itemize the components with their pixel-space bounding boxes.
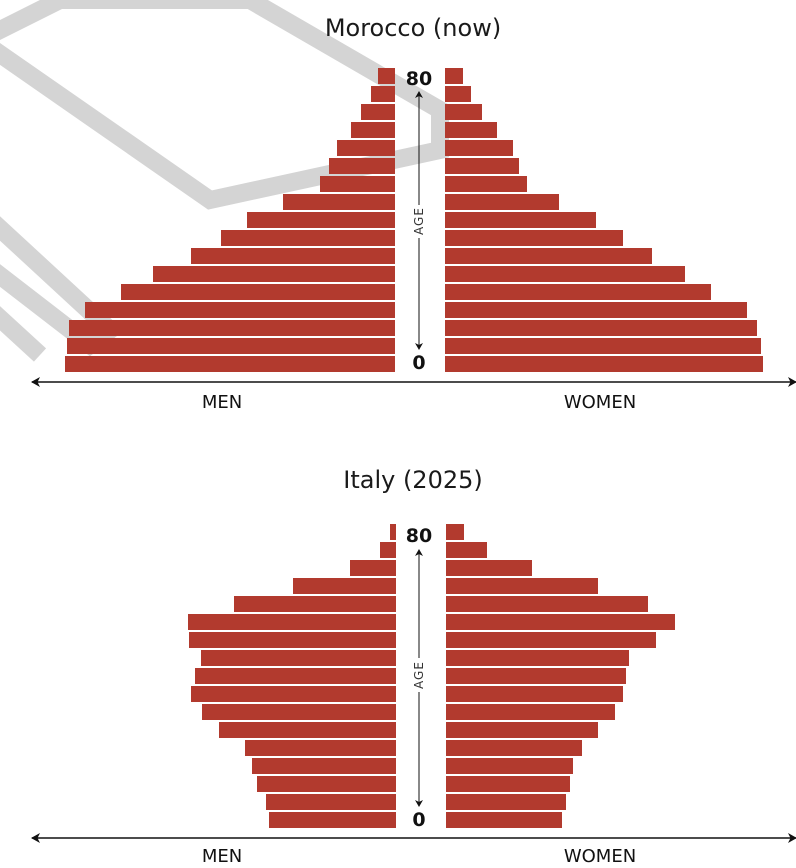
women-bar-age-group-14 — [446, 560, 532, 576]
bars-group — [188, 524, 675, 828]
women-bar-age-group-12 — [445, 140, 513, 156]
women-bar-age-group-10 — [445, 176, 527, 192]
men-bar-age-group-2 — [257, 776, 396, 792]
women-bar-age-group-8 — [445, 212, 596, 228]
men-bar-age-group-13 — [351, 122, 395, 138]
women-bar-age-group-2 — [445, 320, 757, 336]
age-top-label: 80 — [406, 68, 432, 90]
women-bar-age-group-14 — [445, 104, 482, 120]
age-bottom-label: 0 — [412, 352, 425, 374]
men-bar-age-group-7 — [191, 686, 396, 702]
men-bar-age-group-10 — [189, 632, 396, 648]
women-bar-age-group-11 — [446, 614, 675, 630]
women-bar-age-group-9 — [445, 194, 559, 210]
chart-title: Morocco (now) — [325, 14, 501, 42]
women-bar-age-group-15 — [445, 86, 471, 102]
men-bar-age-group-9 — [201, 650, 396, 666]
women-bar-age-group-5 — [446, 722, 598, 738]
women-bar-age-group-15 — [446, 542, 487, 558]
women-label: WOMEN — [564, 846, 636, 867]
men-bar-age-group-15 — [380, 542, 396, 558]
men-bar-age-group-3 — [85, 302, 395, 318]
men-bar-age-group-14 — [361, 104, 395, 120]
women-bar-age-group-7 — [446, 686, 623, 702]
men-bar-age-group-14 — [350, 560, 396, 576]
men-bar-age-group-0 — [65, 356, 395, 372]
men-bar-age-group-11 — [188, 614, 396, 630]
bars-group — [65, 68, 763, 372]
men-bar-age-group-4 — [245, 740, 396, 756]
men-bar-age-group-15 — [371, 86, 395, 102]
women-bar-age-group-12 — [446, 596, 648, 612]
women-bar-age-group-6 — [445, 248, 652, 264]
men-bar-age-group-11 — [329, 158, 395, 174]
men-bar-age-group-5 — [153, 266, 395, 282]
women-bar-age-group-10 — [446, 632, 656, 648]
women-bar-age-group-1 — [446, 794, 566, 810]
men-label: MEN — [202, 392, 242, 413]
women-bar-age-group-4 — [445, 284, 711, 300]
women-bar-age-group-0 — [446, 812, 562, 828]
men-bar-age-group-8 — [247, 212, 395, 228]
women-bar-age-group-4 — [446, 740, 582, 756]
age-axis-label: AGE — [412, 207, 426, 235]
women-bar-age-group-16 — [445, 68, 463, 84]
age-axis-label: AGE — [412, 661, 426, 689]
men-bar-age-group-2 — [69, 320, 395, 336]
age-top-label: 80 — [406, 525, 432, 547]
women-bar-age-group-3 — [446, 758, 573, 774]
women-bar-age-group-13 — [446, 578, 598, 594]
women-bar-age-group-11 — [445, 158, 519, 174]
men-bar-age-group-1 — [67, 338, 395, 354]
men-bar-age-group-4 — [121, 284, 395, 300]
women-bar-age-group-16 — [446, 524, 464, 540]
men-bar-age-group-13 — [293, 578, 396, 594]
men-bar-age-group-16 — [390, 524, 396, 540]
women-bar-age-group-1 — [445, 338, 761, 354]
men-bar-age-group-12 — [337, 140, 395, 156]
men-bar-age-group-9 — [283, 194, 395, 210]
women-bar-age-group-5 — [445, 266, 685, 282]
women-label: WOMEN — [564, 392, 636, 413]
men-bar-age-group-16 — [378, 68, 395, 84]
italy-pyramid: Italy (2025) 80 0 AGE MEN WOMEN — [31, 466, 796, 867]
chart-title: Italy (2025) — [343, 466, 483, 494]
men-bar-age-group-6 — [202, 704, 396, 720]
men-bar-age-group-3 — [252, 758, 396, 774]
women-bar-age-group-6 — [446, 704, 615, 720]
women-bar-age-group-2 — [446, 776, 570, 792]
age-bottom-label: 0 — [412, 809, 425, 831]
women-bar-age-group-9 — [446, 650, 629, 666]
men-bar-age-group-6 — [191, 248, 395, 264]
men-bar-age-group-1 — [266, 794, 396, 810]
women-bar-age-group-3 — [445, 302, 747, 318]
morocco-pyramid: Morocco (now) 80 0 AGE MEN WOMEN — [31, 14, 796, 413]
men-bar-age-group-0 — [269, 812, 396, 828]
men-bar-age-group-7 — [221, 230, 395, 246]
women-bar-age-group-13 — [445, 122, 497, 138]
women-bar-age-group-7 — [445, 230, 623, 246]
men-label: MEN — [202, 846, 242, 867]
women-bar-age-group-0 — [445, 356, 763, 372]
men-bar-age-group-8 — [195, 668, 396, 684]
men-bar-age-group-10 — [320, 176, 395, 192]
women-bar-age-group-8 — [446, 668, 626, 684]
men-bar-age-group-12 — [234, 596, 396, 612]
men-bar-age-group-5 — [219, 722, 396, 738]
